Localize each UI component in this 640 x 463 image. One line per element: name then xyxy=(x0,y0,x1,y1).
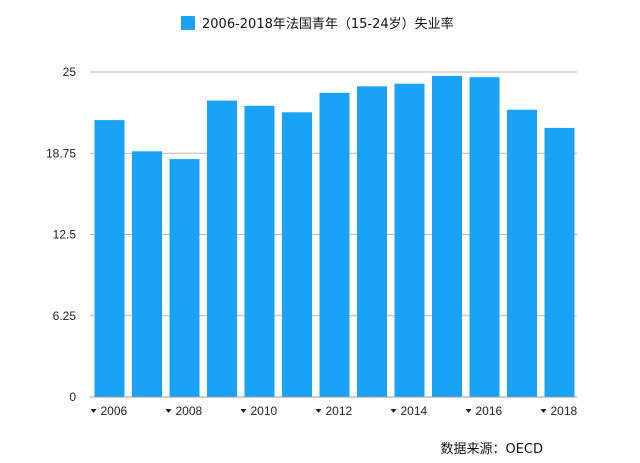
bar-2012 xyxy=(319,92,350,398)
bar-2017 xyxy=(507,109,537,397)
bar-2006 xyxy=(94,120,125,397)
bars xyxy=(94,75,575,398)
bar-2016 xyxy=(469,77,500,397)
bar-2010 xyxy=(244,105,275,398)
source-note: 数据来源：OECD xyxy=(440,442,543,457)
chevron-down-icon xyxy=(315,409,322,413)
chevron-down-icon xyxy=(540,409,547,413)
y-tick-label: 6.25 xyxy=(53,309,77,323)
x-tick-label: 2014 xyxy=(401,404,428,418)
bar-2008 xyxy=(169,159,200,397)
chevron-down-icon xyxy=(240,409,247,413)
x-tick-2008: 2008 xyxy=(165,404,203,418)
chevron-down-icon xyxy=(390,409,397,413)
x-tick-2006: 2006 xyxy=(90,404,128,418)
x-tick-label: 2012 xyxy=(326,404,353,418)
bar-2011 xyxy=(282,112,312,398)
y-tick-label: 0 xyxy=(69,390,76,404)
y-tick-label: 12.5 xyxy=(53,228,77,242)
x-tick-label: 2008 xyxy=(176,404,203,418)
bar-2014 xyxy=(394,83,425,397)
x-tick-2016: 2016 xyxy=(465,404,503,418)
chevron-down-icon xyxy=(465,409,472,413)
legend-label: 2006-2018年法国青年（15-24岁）失业率 xyxy=(202,16,454,32)
legend-swatch xyxy=(181,16,195,30)
bar-2007 xyxy=(132,151,162,397)
x-tick-2010: 2010 xyxy=(240,404,278,418)
chevron-down-icon xyxy=(165,409,172,413)
x-tick-2014: 2014 xyxy=(390,404,428,418)
bar-2009 xyxy=(207,100,237,397)
bar-2018 xyxy=(544,127,575,398)
bar-2015 xyxy=(432,75,462,398)
x-tick-2018: 2018 xyxy=(540,404,578,418)
x-tick-label: 2010 xyxy=(251,404,278,418)
x-tick-label: 2018 xyxy=(551,404,578,418)
x-tick-label: 2006 xyxy=(101,404,128,418)
y-tick-label: 25 xyxy=(63,65,77,79)
x-axis-tick-labels: 2006 2008 2010 2012 2014 2016 2018 xyxy=(90,404,578,418)
legend: 2006-2018年法国青年（15-24岁）失业率 xyxy=(181,16,454,32)
x-tick-label: 2016 xyxy=(476,404,503,418)
chevron-down-icon xyxy=(90,409,97,413)
x-tick-2012: 2012 xyxy=(315,404,353,418)
bar-2013 xyxy=(357,86,387,398)
y-tick-label: 18.75 xyxy=(46,146,76,160)
y-axis-tick-labels: 0 6.25 12.5 18.75 25 xyxy=(46,65,76,404)
